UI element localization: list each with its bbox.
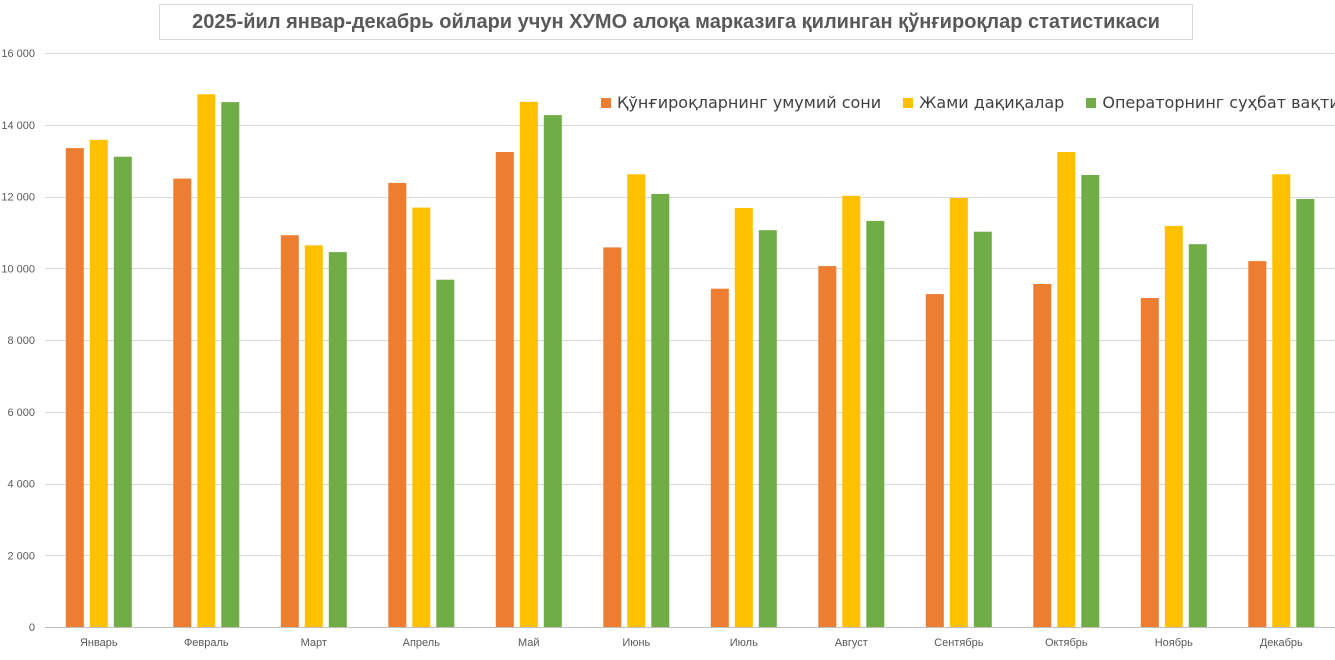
bar-1-2 bbox=[173, 178, 192, 627]
chart-title: 2025-йил январ-декабрь ойлари учун ХУМО … bbox=[192, 10, 1160, 33]
y-tick-label: 14 000 bbox=[1, 120, 35, 132]
legend-label-total-minutes: Жами дақиқалар bbox=[919, 93, 1065, 112]
bar-2-6 bbox=[627, 174, 646, 628]
x-tick-label: Март bbox=[301, 637, 327, 649]
legend-swatch-operator-talk-time bbox=[1086, 97, 1097, 108]
bar-1-6 bbox=[603, 247, 622, 627]
y-tick-label: 8 000 bbox=[7, 335, 35, 347]
bar-2-2 bbox=[197, 94, 216, 628]
bar-2-9 bbox=[949, 197, 968, 627]
bar-2-10 bbox=[1057, 152, 1076, 627]
bar-3-12 bbox=[1296, 199, 1315, 627]
bar-1-1 bbox=[65, 148, 84, 627]
bar-2-4 bbox=[412, 207, 431, 627]
x-tick-label: Август bbox=[835, 637, 868, 649]
x-axis-tick-labels: Январь Февраль Март Апрель Май Июнь Июль Август… bbox=[80, 637, 1303, 649]
bar-1-10 bbox=[1033, 284, 1052, 627]
bar-2-1 bbox=[89, 139, 108, 628]
bar-2-3 bbox=[304, 245, 323, 628]
bar-3-2 bbox=[221, 102, 240, 628]
x-tick-label: Январь bbox=[80, 637, 118, 649]
bar-3-3 bbox=[328, 252, 347, 627]
chart-title-box: 2025-йил январ-декабрь ойлари учун ХУМО … bbox=[159, 4, 1193, 40]
x-tick-label: Сентябрь bbox=[934, 637, 984, 649]
y-tick-label: 4 000 bbox=[7, 479, 35, 491]
gridlines bbox=[45, 53, 1335, 628]
y-tick-label: 10 000 bbox=[1, 263, 35, 275]
y-tick-label: 16 000 bbox=[1, 48, 35, 60]
bar-1-3 bbox=[280, 235, 299, 627]
bar-3-6 bbox=[651, 194, 670, 627]
x-tick-label: Апрель bbox=[403, 637, 441, 649]
bars bbox=[65, 94, 1315, 628]
legend: Қўнғироқларнинг умумий сони Жами дақиқал… bbox=[601, 93, 1335, 112]
bar-3-11 bbox=[1188, 244, 1207, 627]
legend-item-total-calls: Қўнғироқларнинг умумий сони bbox=[601, 93, 881, 112]
bar-2-8 bbox=[842, 195, 861, 628]
y-tick-label: 6 000 bbox=[7, 407, 35, 419]
bar-3-8 bbox=[866, 220, 885, 627]
bar-3-5 bbox=[543, 115, 562, 627]
bar-2-5 bbox=[519, 101, 538, 628]
x-tick-label: Октябрь bbox=[1045, 637, 1088, 649]
legend-swatch-total-minutes bbox=[903, 97, 914, 108]
bar-3-1 bbox=[113, 156, 132, 627]
x-tick-label: Июль bbox=[730, 637, 758, 649]
bar-3-10 bbox=[1081, 175, 1100, 627]
bar-1-12 bbox=[1248, 261, 1267, 627]
bar-3-7 bbox=[758, 230, 777, 627]
x-tick-label: Декабрь bbox=[1260, 637, 1303, 649]
bar-2-11 bbox=[1164, 225, 1183, 627]
x-tick-label: Май bbox=[518, 637, 540, 649]
y-tick-label: 2 000 bbox=[7, 550, 35, 562]
legend-label-operator-talk-time: Операторнинг суҳбат вақти bbox=[1102, 93, 1335, 112]
legend-item-operator-talk-time: Операторнинг суҳбат вақти bbox=[1086, 93, 1335, 112]
bar-1-11 bbox=[1140, 298, 1159, 627]
bar-3-9 bbox=[973, 231, 992, 627]
bar-2-12 bbox=[1272, 174, 1291, 628]
bar-2-7 bbox=[734, 208, 753, 627]
bar-1-5 bbox=[495, 152, 514, 627]
y-axis-tick-labels: 0 2 000 4 000 6 000 8 000 10 000 12 000 14 000 1… bbox=[1, 48, 35, 634]
bar-1-7 bbox=[710, 288, 729, 627]
bar-1-4 bbox=[388, 182, 407, 627]
y-tick-label: 0 bbox=[29, 622, 35, 634]
bar-1-8 bbox=[818, 266, 837, 627]
bar-1-9 bbox=[925, 294, 944, 627]
legend-item-total-minutes: Жами дақиқалар bbox=[903, 93, 1064, 112]
legend-label-total-calls: Қўнғироқларнинг умумий сони bbox=[617, 93, 882, 112]
x-tick-label: Февраль bbox=[184, 637, 229, 649]
x-tick-label: Июнь bbox=[622, 637, 650, 649]
legend-swatch-total-calls bbox=[601, 97, 611, 108]
bar-3-4 bbox=[436, 279, 455, 627]
y-tick-label: 12 000 bbox=[1, 192, 35, 204]
x-tick-label: Ноябрь bbox=[1155, 637, 1193, 649]
